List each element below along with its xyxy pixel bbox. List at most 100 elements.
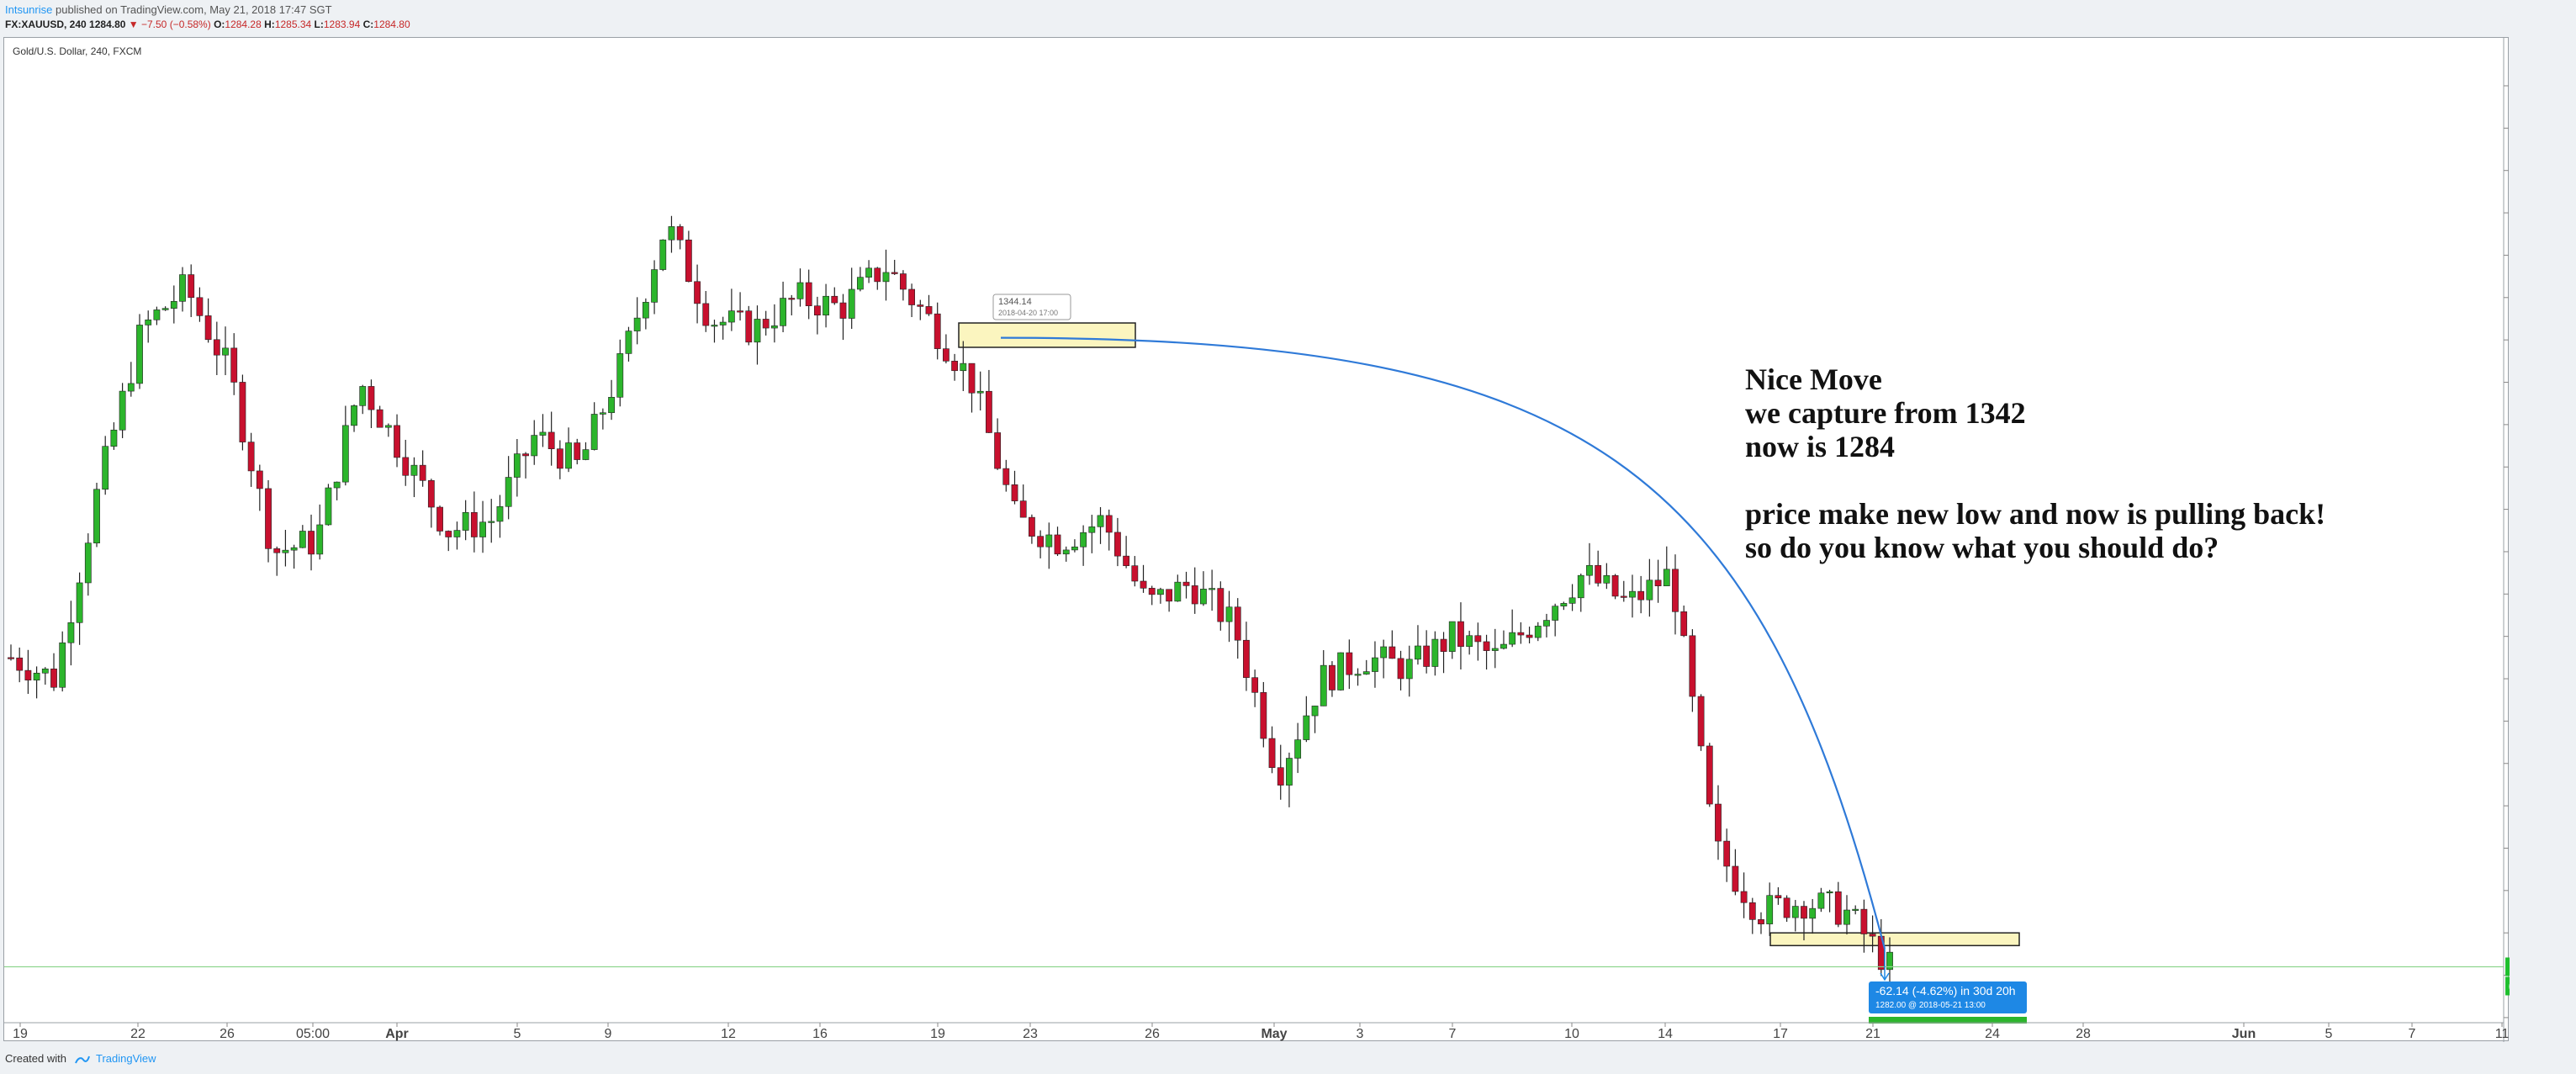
candle-body bbox=[1603, 574, 1611, 584]
candle bbox=[608, 379, 615, 421]
candle-body bbox=[316, 524, 324, 555]
candle-body bbox=[1037, 536, 1045, 548]
chart-frame[interactable]: 1344.14 2018-04-20 17:00 -62.14 (-4.62%) i… bbox=[3, 37, 2510, 1042]
close-label: C: bbox=[362, 19, 374, 30]
candle bbox=[633, 297, 641, 345]
candle-body bbox=[282, 549, 289, 553]
candle-body bbox=[1114, 532, 1121, 557]
candle bbox=[1088, 515, 1096, 553]
candle bbox=[93, 482, 100, 548]
candle bbox=[299, 525, 306, 548]
candle bbox=[1268, 726, 1276, 774]
candle bbox=[1105, 509, 1113, 551]
candle-body bbox=[1680, 611, 1688, 637]
candle-body bbox=[1243, 639, 1250, 678]
candle bbox=[1337, 652, 1345, 691]
candle-body bbox=[531, 435, 538, 457]
axes: 1368.001364.001360.001356.001352.001348.… bbox=[4, 38, 2510, 1042]
candle-body bbox=[1097, 515, 1104, 527]
candle bbox=[745, 305, 753, 346]
candle-body bbox=[496, 505, 504, 522]
candle-body bbox=[462, 512, 469, 531]
time-scale-label: 24 bbox=[1985, 1027, 2000, 1041]
last-price: 1284.80 bbox=[89, 19, 126, 30]
candle-body bbox=[522, 453, 529, 457]
countdown-badge bbox=[2505, 976, 2510, 996]
candle-body bbox=[1715, 803, 1722, 842]
candle bbox=[1620, 580, 1627, 602]
candle-body bbox=[1019, 500, 1027, 518]
candle bbox=[213, 321, 220, 375]
candle-body bbox=[1225, 606, 1233, 622]
candle-body bbox=[934, 313, 941, 349]
candle bbox=[1286, 752, 1293, 807]
candle-body bbox=[419, 464, 426, 481]
note-line: so do you know what you should do? bbox=[1745, 531, 2219, 564]
candle bbox=[865, 260, 872, 283]
candle-body bbox=[308, 531, 315, 555]
candle bbox=[136, 314, 143, 389]
candle bbox=[1019, 484, 1027, 518]
candle-body bbox=[1148, 588, 1156, 595]
author-link[interactable]: Intsunrise bbox=[5, 3, 53, 16]
candle-body bbox=[76, 582, 83, 623]
candle bbox=[1732, 849, 1739, 896]
candle bbox=[1809, 898, 1817, 934]
candle-body bbox=[213, 339, 220, 356]
candle-body bbox=[1294, 739, 1302, 759]
candle-body bbox=[1182, 581, 1190, 586]
candle-body bbox=[1029, 516, 1035, 537]
candle-body bbox=[1577, 574, 1584, 599]
candle bbox=[341, 405, 349, 486]
candle bbox=[1552, 603, 1559, 637]
candle bbox=[488, 499, 495, 543]
candle bbox=[1380, 639, 1388, 679]
tradingview-link[interactable]: TradingView bbox=[96, 1052, 156, 1065]
candle-body bbox=[1209, 588, 1216, 590]
candle bbox=[1362, 659, 1370, 675]
candle bbox=[522, 452, 529, 479]
candle bbox=[1586, 542, 1593, 585]
candle-body bbox=[813, 305, 821, 316]
candle-body bbox=[1766, 895, 1774, 924]
candle-body bbox=[341, 425, 349, 483]
candle-body bbox=[93, 489, 100, 544]
candle-body bbox=[1697, 696, 1705, 747]
projection-curve bbox=[1000, 336, 1886, 950]
candle-body bbox=[1286, 758, 1293, 786]
measure-arrow bbox=[1880, 972, 1890, 981]
note-line: Nice Move bbox=[1745, 362, 1882, 396]
candle-body bbox=[1817, 892, 1825, 909]
candle bbox=[161, 306, 169, 311]
candle bbox=[282, 529, 289, 567]
candle bbox=[1037, 530, 1045, 558]
candle bbox=[1526, 627, 1533, 644]
candle-body bbox=[694, 281, 701, 304]
symbol-label[interactable]: FX:XAUUSD, 240 bbox=[5, 19, 87, 30]
price-chart[interactable]: 1344.14 2018-04-20 17:00 -62.14 (-4.62%) i… bbox=[4, 38, 2510, 1042]
candle-body bbox=[505, 477, 512, 507]
candle bbox=[1011, 470, 1018, 505]
candle bbox=[942, 334, 949, 364]
candle-body bbox=[436, 506, 443, 532]
low-value: 1283.94 bbox=[323, 19, 361, 30]
candle-body bbox=[16, 657, 24, 671]
candle bbox=[719, 316, 727, 340]
time-scale-label: 26 bbox=[220, 1027, 235, 1041]
time-scale-label: 5 bbox=[2325, 1027, 2333, 1041]
footer-bar: Created with TradingView bbox=[0, 1045, 2576, 1074]
candle-body bbox=[410, 464, 418, 476]
candle-body bbox=[1860, 908, 1868, 934]
candle bbox=[848, 267, 855, 329]
candle-body bbox=[1166, 589, 1173, 602]
candle bbox=[247, 432, 255, 487]
candle bbox=[41, 667, 49, 685]
candle bbox=[1397, 650, 1404, 690]
candle-body bbox=[145, 319, 152, 325]
candle-body bbox=[1560, 603, 1568, 607]
candle-body bbox=[222, 347, 229, 356]
candle-body bbox=[951, 361, 959, 372]
candle bbox=[1509, 609, 1516, 648]
candle bbox=[831, 287, 838, 305]
candle-body bbox=[556, 448, 563, 469]
